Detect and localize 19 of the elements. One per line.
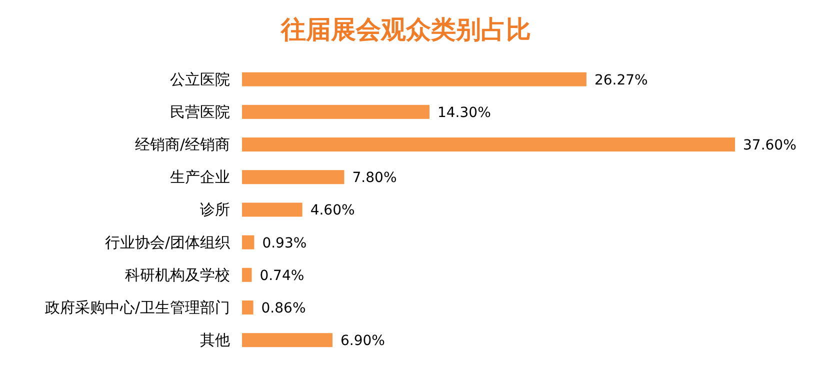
data-label: 7.80% xyxy=(352,170,397,186)
data-label: 26.27% xyxy=(594,72,648,88)
chart-title: 往届展会观众类别占比 xyxy=(280,15,531,44)
data-label: 6.90% xyxy=(340,333,385,350)
data-label: 4.60% xyxy=(310,202,355,219)
data-label: 0.93% xyxy=(262,235,307,252)
y-tick-label: 行业协会/团体组织 xyxy=(104,233,230,252)
y-tick-label: 民营医院 xyxy=(170,102,230,121)
y-tick-label: 其他 xyxy=(200,331,230,350)
data-label: 37.60% xyxy=(743,138,796,154)
y-tick-label: 政府采购中心/卫生管理部门 xyxy=(44,298,230,316)
y-tick-label: 经销商/经销商 xyxy=(134,136,230,154)
data-label: 0.86% xyxy=(261,300,306,316)
y-tick-label: 科研机构及学校 xyxy=(125,266,230,284)
y-tick-label: 生产企业 xyxy=(170,168,230,186)
data-label: 0.74% xyxy=(260,268,304,284)
y-tick-label: 诊所 xyxy=(200,200,230,219)
y-tick-label: 公立医院 xyxy=(170,70,230,88)
data-label: 14.30% xyxy=(437,104,491,121)
